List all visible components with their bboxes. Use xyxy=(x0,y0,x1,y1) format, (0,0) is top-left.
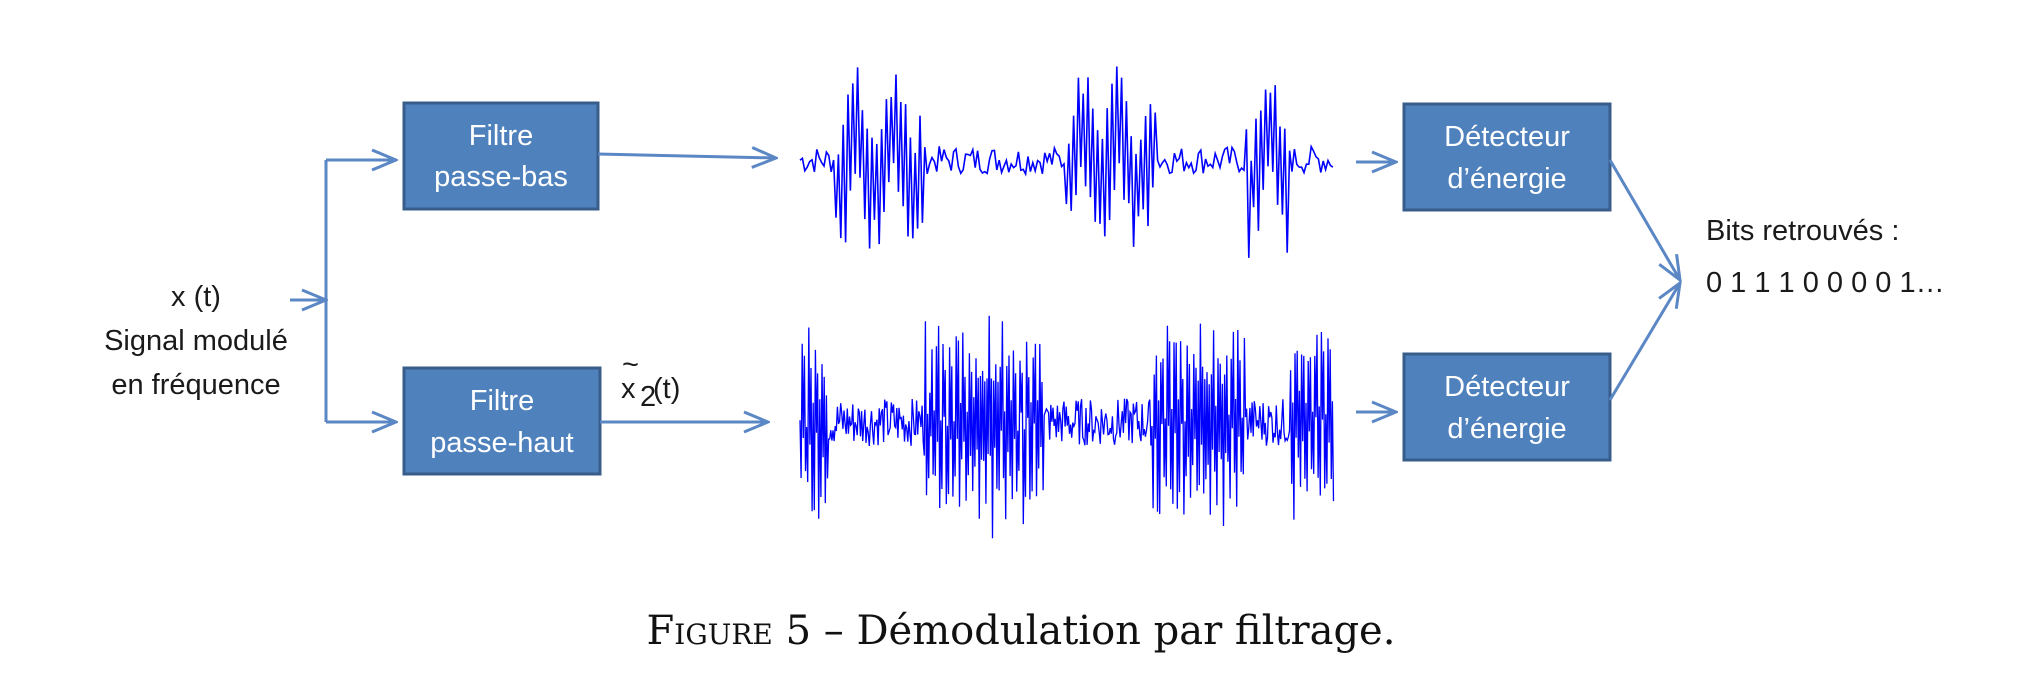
converging-arrows xyxy=(1608,159,1680,401)
lowpass-output-arrow xyxy=(597,154,776,158)
figure-caption: Figure 5 – Démodulation par filtrage. xyxy=(647,608,1396,654)
filtered-signal-base: x xyxy=(621,373,636,405)
highpass-filter-box xyxy=(402,366,602,476)
highpass-filter-block: Filtre passe-haut xyxy=(402,366,602,476)
highpass-filter-label-1: Filtre xyxy=(470,385,534,417)
lowpass-filter-label-1: Filtre xyxy=(469,120,533,152)
top-detector-label-1: Détecteur xyxy=(1444,121,1570,153)
bottom-detector-label-2: d’énergie xyxy=(1447,413,1566,445)
detector-input-arrows xyxy=(1356,162,1396,412)
lowpass-output-waveform xyxy=(799,66,1334,258)
bottom-detector-block: Détecteur d’énergie xyxy=(1402,352,1612,462)
filtered-signal-tilde: ~ xyxy=(622,349,639,381)
top-detector-box xyxy=(1402,102,1612,212)
bottom-detector-box xyxy=(1402,352,1612,462)
input-signal-label: x (t) Signal modulé en fréquence xyxy=(104,281,288,401)
figure-caption-separator: – xyxy=(811,608,856,654)
lowpass-filter-box xyxy=(402,101,600,211)
highpass-filter-label-2: passe-haut xyxy=(430,427,574,459)
recovered-bits-label: Bits retrouvés : 0 1 1 1 0 0 0 0 1… xyxy=(1706,215,1945,299)
bottom-detector-output-arrow xyxy=(1608,283,1680,401)
top-detector-output-arrow xyxy=(1608,159,1680,280)
filtered-signal-subscript: 2 xyxy=(640,381,656,413)
input-signal-desc-2: en fréquence xyxy=(111,369,280,401)
splitter-arrows xyxy=(290,160,396,422)
lowpass-filter-block: Filtre passe-bas xyxy=(402,101,600,211)
filter-output-arrows xyxy=(597,154,776,422)
input-signal-name: x (t) xyxy=(171,281,221,313)
figure-caption-text: Démodulation par filtrage. xyxy=(856,608,1395,654)
top-detector-label-2: d’énergie xyxy=(1447,163,1566,195)
figure-caption-label: Figure 5 xyxy=(647,608,811,654)
input-signal-desc-1: Signal modulé xyxy=(104,325,288,357)
filtered-signal-arg: (t) xyxy=(653,373,680,405)
recovered-bits-title: Bits retrouvés : xyxy=(1706,215,1899,247)
highpass-output-waveform xyxy=(799,315,1335,539)
lowpass-filter-label-2: passe-bas xyxy=(434,161,568,193)
filtered-signal-label: x ~ 2 (t) xyxy=(621,349,680,413)
recovered-bits-value: 0 1 1 1 0 0 0 0 1… xyxy=(1706,267,1945,299)
top-detector-block: Détecteur d’énergie xyxy=(1402,102,1612,212)
bottom-detector-label-1: Détecteur xyxy=(1444,371,1570,403)
